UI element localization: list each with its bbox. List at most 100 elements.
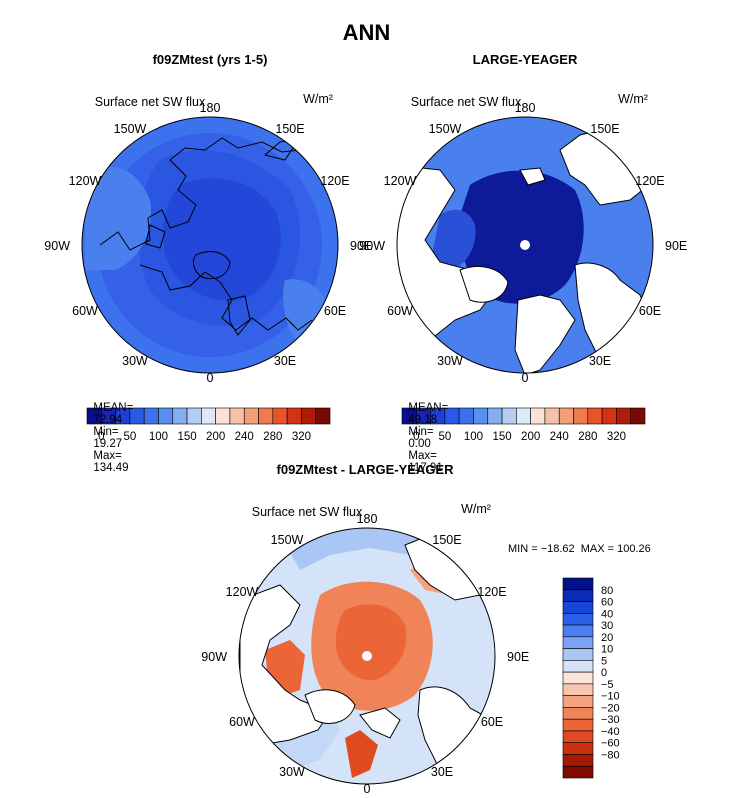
panel-3-field-pacific	[280, 528, 460, 570]
panel-2-lon-label-e: 90E	[665, 239, 687, 253]
panel-2-variable: Surface net SW flux	[411, 95, 522, 109]
colorbar-3-tick-label: −80	[601, 749, 620, 761]
panel-3-variable: Surface net SW flux	[252, 505, 363, 519]
panel-2-map-border	[396, 116, 654, 374]
colorbar-1-swatch	[286, 407, 302, 425]
panel-2-lon-label-nw: 150W	[429, 122, 462, 136]
colorbar-3-tick-label: 5	[601, 655, 607, 667]
colorbar-2-tick-label: 240	[550, 431, 569, 443]
colorbar-3-tick-label: −30	[601, 714, 620, 726]
panel-2-mean-value: 49.18	[408, 414, 438, 426]
colorbar-3-swatch	[562, 707, 594, 720]
panel-1-mean-label: MEAN=	[93, 402, 134, 414]
panel-3-field-scandinavia	[345, 730, 378, 778]
panel-1-min-value: 19.27	[93, 438, 123, 450]
colorbar-3-swatch	[562, 577, 594, 591]
panel-3-map	[238, 527, 496, 785]
panel-3-units: W/m²	[461, 502, 491, 516]
panel-1-units: W/m²	[303, 92, 333, 106]
panel-2-lon-label-se: 30E	[589, 354, 611, 368]
colorbar-3-swatch	[562, 660, 594, 673]
panel-3-lon-label-n: 180	[357, 512, 378, 526]
panel-1-lon-label-e2: 60E	[324, 304, 346, 318]
panel-3-stats: MIN = −18.62 MAX = 100.26	[508, 543, 651, 555]
colorbar-3-swatch	[562, 683, 594, 696]
panel-2-stats: MEAN= 49.18 Min= 0.00 Max= 117.91	[402, 390, 448, 474]
colorbar-3-swatch	[562, 742, 594, 755]
colorbar-2-swatch	[516, 407, 531, 425]
panel-2-lon-label-w1: 120W	[384, 174, 417, 188]
colorbar-1-swatch	[143, 407, 159, 425]
colorbar-1-swatch	[158, 407, 174, 425]
colorbar-3-tick-label: 60	[601, 597, 613, 609]
panel-1-field-core	[163, 178, 281, 301]
colorbar-3-swatch	[562, 695, 594, 708]
panel-3-title: f09ZMtest - LARGE-YEAGER	[276, 462, 454, 477]
panel-1-lon-label-se: 30E	[274, 354, 296, 368]
colorbar-2-swatch	[630, 407, 646, 425]
panel-3-lon-label-ne: 150E	[432, 533, 461, 547]
panel-2-field-canada-arch	[430, 209, 476, 270]
panel-1-lon-label-w1: 120W	[69, 174, 102, 188]
panel-2-max-value: 117.91	[408, 462, 443, 474]
panel-2-max-label: Max=	[408, 450, 437, 462]
panel-1-stats: MEAN= 72.94 Min= 19.27 Max= 134.49	[87, 390, 133, 474]
colorbar-2-tick-label: 150	[492, 431, 511, 443]
colorbar-3-swatch	[562, 671, 594, 685]
panel-2-lon-label-s: 0	[522, 371, 529, 385]
panel-1-lon-label-n: 180	[200, 101, 221, 115]
panel-3-lon-label-w2: 60W	[229, 715, 255, 729]
panel-3-lon-label-e1: 120E	[477, 585, 506, 599]
panel-2-lon-label-e1: 120E	[635, 174, 664, 188]
colorbar-2-tick-label: 280	[578, 431, 597, 443]
panel-1-map	[81, 116, 339, 374]
colorbar-1-swatch	[315, 407, 331, 425]
colorbar-3-swatch	[562, 718, 594, 732]
colorbar-1-tick-label: 320	[292, 431, 311, 443]
colorbar-2-swatch	[473, 407, 489, 425]
colorbar-3-tick-label: −60	[601, 738, 620, 750]
panel-1-lon-label-w2: 60W	[72, 304, 98, 318]
panel-2-lon-label-e2: 60E	[639, 304, 661, 318]
panel-3-lon-label-w1: 120W	[226, 585, 259, 599]
colorbar-3-swatch	[562, 754, 594, 767]
panel-1-title: f09ZMtest (yrs 1-5)	[152, 52, 268, 67]
panel-3-pole-dot	[362, 651, 372, 661]
panel-2-title: LARGE-YEAGER	[472, 52, 578, 67]
page-title: ANN	[342, 20, 391, 45]
colorbar-2-swatch	[558, 407, 574, 425]
panel-3-lon-label-nw: 150W	[271, 533, 304, 547]
panel-1-variable: Surface net SW flux	[95, 95, 206, 109]
colorbar-3-swatch	[562, 589, 594, 602]
colorbar-2-swatch	[573, 407, 589, 425]
colorbar-1-tick-label: 50	[123, 431, 136, 443]
panel-1-map-border	[81, 116, 339, 374]
colorbar-3-tick-label: 20	[601, 632, 613, 644]
colorbar-1-tick-label: 200	[206, 431, 225, 443]
colorbar-3-swatch	[562, 765, 594, 779]
colorbar-3-swatch	[562, 648, 594, 661]
panel-1-min-label: Min=	[93, 426, 119, 438]
colorbar-3-tick-label: 10	[601, 644, 613, 656]
panel-2-lon-label-w: 90W	[359, 239, 385, 253]
panel-2-min-label: Min=	[408, 426, 434, 438]
colorbar-1-swatch	[201, 407, 216, 425]
colorbar-3-tick-label: 30	[601, 620, 613, 632]
panel-1-lon-label-sw: 30W	[122, 354, 148, 368]
colorbar-2-swatch	[487, 407, 503, 425]
colorbar-2-swatch	[458, 407, 474, 425]
colorbar-2-tick-label: 0	[413, 431, 419, 443]
panel-2-lon-label-sw: 30W	[437, 354, 463, 368]
colorbar-2-swatch	[587, 407, 603, 425]
colorbar-1-swatch	[172, 407, 188, 425]
colorbar-3-tick-label: −20	[601, 702, 620, 714]
colorbar-1-swatch	[215, 407, 231, 425]
panel-1-lon-label-ne: 150E	[275, 122, 304, 136]
panel-2-mean-label: MEAN=	[408, 402, 449, 414]
colorbar-1-swatch	[243, 407, 259, 425]
colorbar-3-swatch	[562, 624, 594, 638]
colorbar-2-tick-label: 50	[438, 431, 451, 443]
colorbar-2-tick-label: 100	[464, 431, 483, 443]
colorbar-2-swatch	[501, 407, 517, 425]
